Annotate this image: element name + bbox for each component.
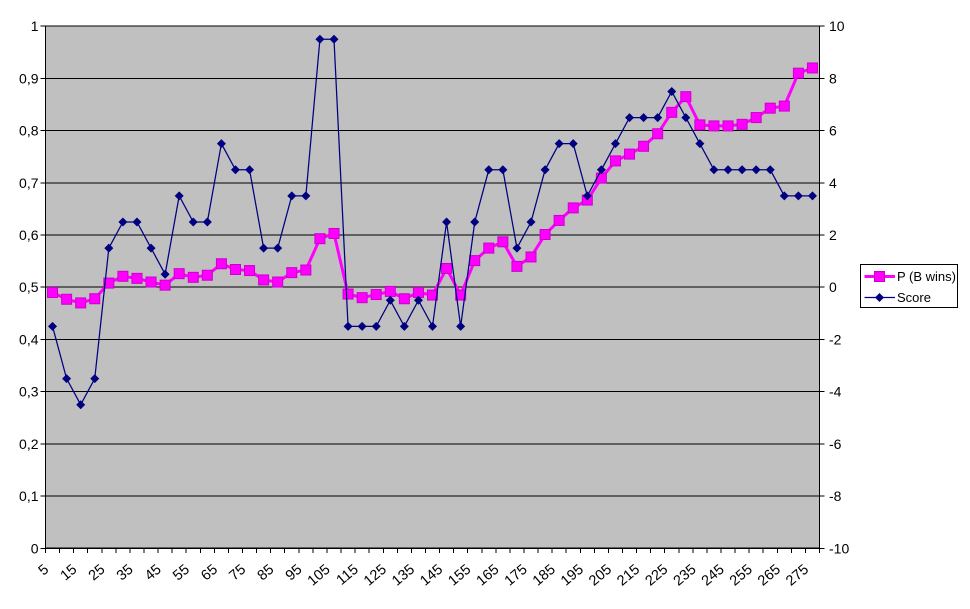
svg-text:0,9: 0,9 — [19, 70, 39, 86]
svg-text:0,5: 0,5 — [19, 279, 39, 295]
svg-text:10: 10 — [829, 18, 845, 34]
svg-text:4: 4 — [829, 175, 837, 191]
svg-text:0,4: 0,4 — [19, 332, 39, 348]
svg-text:0: 0 — [31, 540, 39, 556]
svg-text:P (B wins): P (B wins) — [897, 269, 956, 284]
svg-text:0,6: 0,6 — [19, 227, 39, 243]
svg-text:55: 55 — [170, 562, 193, 585]
svg-text:25: 25 — [86, 562, 109, 585]
svg-text:85: 85 — [255, 562, 278, 585]
svg-text:-2: -2 — [829, 332, 842, 348]
svg-text:-6: -6 — [829, 436, 842, 452]
svg-text:35: 35 — [114, 562, 137, 585]
svg-text:65: 65 — [198, 562, 221, 585]
svg-text:15: 15 — [58, 562, 81, 585]
svg-text:0: 0 — [829, 279, 837, 295]
svg-text:-8: -8 — [829, 488, 842, 504]
svg-text:1: 1 — [31, 18, 39, 34]
svg-text:Score: Score — [897, 290, 931, 305]
svg-text:45: 45 — [142, 562, 165, 585]
svg-text:2: 2 — [829, 227, 837, 243]
svg-text:0,8: 0,8 — [19, 123, 39, 139]
svg-text:-4: -4 — [829, 384, 842, 400]
svg-text:6: 6 — [829, 123, 837, 139]
svg-text:95: 95 — [283, 562, 306, 585]
svg-text:0,7: 0,7 — [19, 175, 39, 191]
svg-text:0,1: 0,1 — [19, 488, 39, 504]
svg-text:8: 8 — [829, 70, 837, 86]
svg-text:75: 75 — [226, 562, 249, 585]
svg-text:0,2: 0,2 — [19, 436, 39, 452]
svg-text:0,3: 0,3 — [19, 384, 39, 400]
svg-text:-10: -10 — [829, 540, 849, 556]
